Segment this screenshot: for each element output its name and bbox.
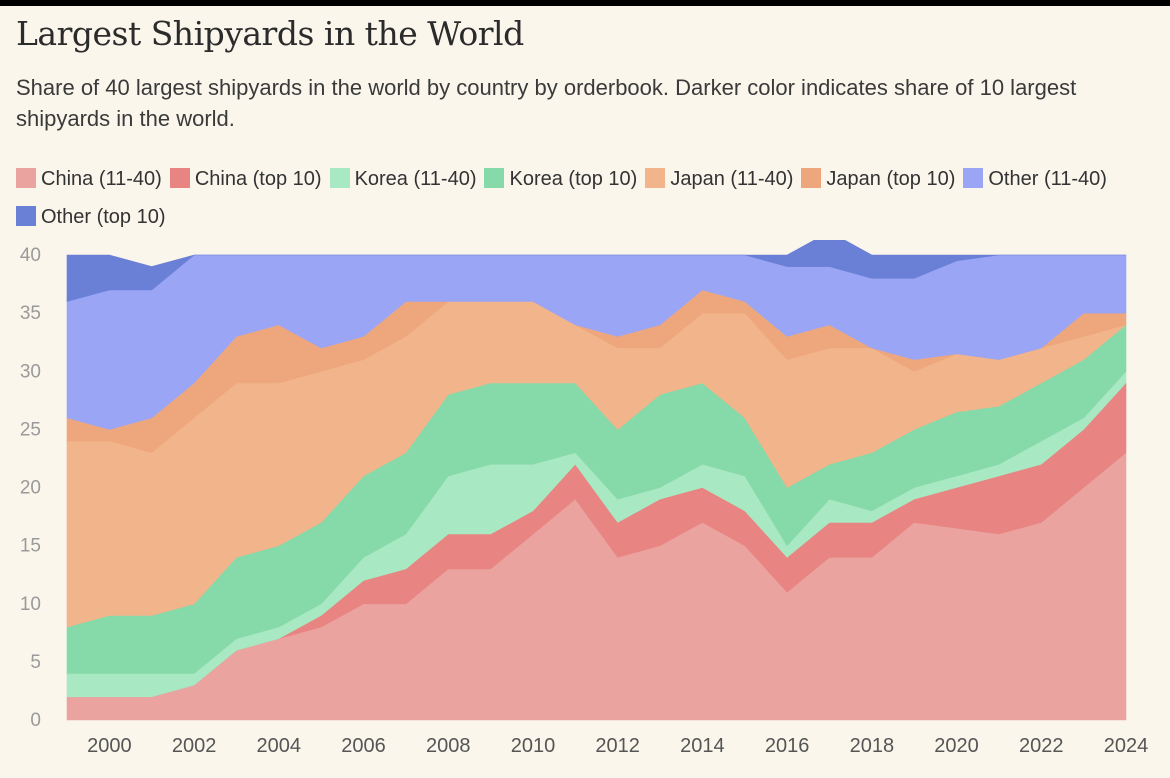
x-tick-label: 2016 [765, 735, 810, 757]
y-tick-label: 20 [20, 478, 41, 499]
legend-swatch [169, 168, 190, 188]
legend-label: Korea (11-40) [354, 168, 477, 190]
y-tick-label: 40 [20, 245, 41, 266]
legend-label: Japan (11-40) [670, 168, 794, 190]
x-tick-label: 2020 [934, 735, 979, 757]
legend-swatch [963, 168, 984, 188]
legend-swatch [16, 168, 36, 188]
y-tick-label: 0 [30, 710, 41, 731]
legend-item: Japan (11-40) [645, 160, 793, 198]
area-chart: 0 5 10 15 20 25 30 35 40 2000 2002 2004 2006 2008 2010… [20, 240, 1149, 757]
legend-label: Japan (top 10) [826, 168, 956, 190]
y-tick-label: 35 [20, 303, 41, 324]
chart-legend: China (11-40) China (top 10) Korea (11-40)… [16, 160, 1146, 236]
legend-swatch [645, 168, 666, 188]
legend-item: Other (top 10) [16, 198, 166, 236]
y-tick-label: 5 [30, 652, 41, 673]
x-tick-label: 2002 [172, 735, 217, 757]
y-tick-label: 30 [20, 361, 41, 382]
legend-swatch [16, 206, 36, 226]
y-tick-label: 10 [20, 594, 41, 615]
top-frame-bar [0, 0, 1170, 6]
x-tick-label: 2006 [341, 735, 386, 757]
legend-swatch [484, 168, 505, 188]
y-tick-label: 15 [20, 536, 41, 557]
legend-label: China (top 10) [194, 168, 322, 190]
x-tick-label: 2018 [850, 735, 895, 757]
area-series-other-top-10 [66, 240, 1126, 302]
legend-swatch [801, 168, 822, 188]
legend-label: China (11-40) [41, 168, 162, 190]
legend-item: Korea (11-40) [329, 160, 477, 198]
x-tick-label: 2000 [87, 735, 132, 757]
legend-label: Other (top 10) [41, 206, 166, 228]
x-tick-label: 2022 [1019, 735, 1064, 757]
legend-label: Other (11-40) [988, 168, 1107, 190]
chart-title: Largest Shipyards in the World [16, 14, 524, 53]
x-tick-label: 2004 [257, 735, 302, 757]
x-tick-label: 2010 [511, 735, 556, 757]
legend-item: Japan (top 10) [801, 160, 955, 198]
legend-item: Other (11-40) [963, 160, 1107, 198]
y-tick-label: 25 [20, 419, 41, 440]
legend-item: China (11-40) [16, 160, 162, 198]
x-tick-label: 2012 [595, 735, 640, 757]
legend-label: Korea (top 10) [509, 168, 638, 190]
chart-subtitle: Share of 40 largest shipyards in the wor… [16, 75, 1077, 131]
legend-swatch [329, 168, 350, 188]
x-tick-label: 2008 [426, 735, 471, 757]
legend-item: Korea (top 10) [484, 160, 637, 198]
legend-item: China (top 10) [169, 160, 322, 198]
x-tick-label: 2024 [1104, 735, 1149, 757]
x-tick-label: 2014 [680, 735, 725, 757]
